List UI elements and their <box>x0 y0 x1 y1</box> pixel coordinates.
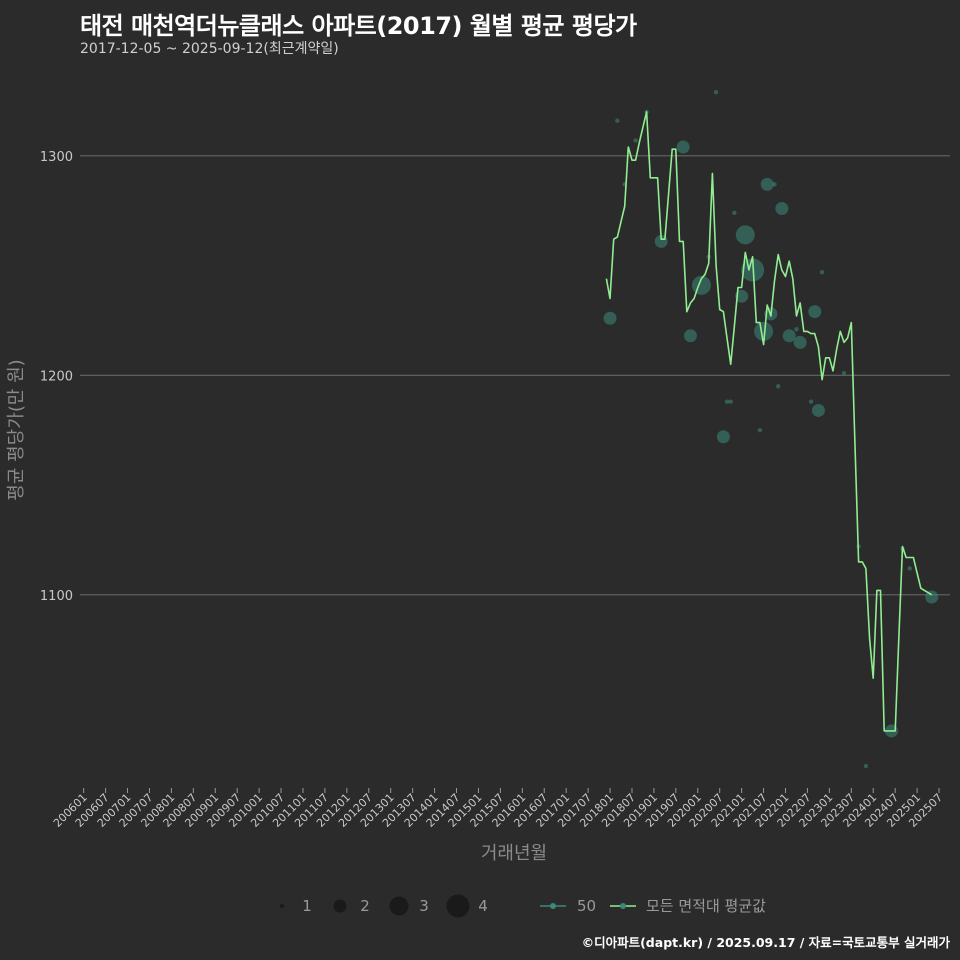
legend: 1 2 3 4 50 모든 면적대 평균값 <box>280 894 766 918</box>
y-tick-labels: 1100 1200 1300 <box>40 150 73 604</box>
data-point <box>735 225 755 245</box>
data-point <box>633 138 638 143</box>
data-point <box>735 289 749 303</box>
x-axis-label: 거래년월 <box>481 843 547 864</box>
data-point <box>757 427 763 433</box>
data-point <box>811 403 825 417</box>
chart-subtitle: 2017-12-05 ~ 2025-09-12(최근계약일) <box>80 41 339 57</box>
data-point <box>907 566 912 571</box>
legend-series-dot <box>550 903 556 909</box>
data-point <box>782 329 796 343</box>
data-point <box>863 763 869 769</box>
legend-size-label: 4 <box>478 897 488 915</box>
data-point <box>819 269 825 275</box>
data-point <box>713 89 719 95</box>
average-line-path <box>605 111 933 732</box>
legend-size-label: 2 <box>360 897 370 915</box>
legend-size-dot <box>389 896 409 916</box>
scatter-points <box>603 89 939 769</box>
data-point <box>808 305 822 319</box>
y-tick-label: 1200 <box>40 369 73 384</box>
data-point <box>775 201 789 215</box>
y-tick-label: 1100 <box>40 589 73 604</box>
data-point <box>775 384 781 389</box>
data-point <box>794 327 799 332</box>
data-point <box>683 329 697 343</box>
data-point <box>754 321 774 341</box>
y-tick-label: 1300 <box>40 150 73 165</box>
legend-series-label: 50 <box>577 897 596 915</box>
x-tick-labels: 2006012006072007012007072008012008072009… <box>51 788 945 830</box>
data-point <box>615 118 620 123</box>
legend-size-label: 3 <box>419 897 429 915</box>
footer-credit: ©디아파트(dapt.kr) / 2025.09.17 / 자료=국토교통부 실… <box>581 935 950 950</box>
data-point <box>728 399 733 404</box>
chart-title: 태전 매천역더뉴클래스 아파트(2017) 월별 평균 평당가 <box>80 12 637 40</box>
data-point <box>732 210 737 216</box>
data-point <box>676 140 690 154</box>
data-point <box>808 399 814 404</box>
data-point <box>603 311 617 325</box>
data-point <box>760 177 774 191</box>
legend-average-dot <box>620 903 626 909</box>
y-axis-label: 평균 평당가(만 원) <box>6 359 27 500</box>
average-line <box>605 111 933 732</box>
legend-size-dot <box>446 894 470 918</box>
data-point <box>925 590 939 604</box>
data-point <box>772 182 777 187</box>
legend-average-label: 모든 면적대 평균값 <box>646 897 766 915</box>
legend-size-dot <box>333 899 347 913</box>
data-point <box>841 370 847 376</box>
legend-size-label: 1 <box>302 897 312 915</box>
data-point <box>793 335 807 349</box>
y-gridlines <box>80 155 950 596</box>
data-point <box>716 430 730 444</box>
data-point <box>724 399 730 404</box>
legend-size-dot <box>280 904 284 908</box>
